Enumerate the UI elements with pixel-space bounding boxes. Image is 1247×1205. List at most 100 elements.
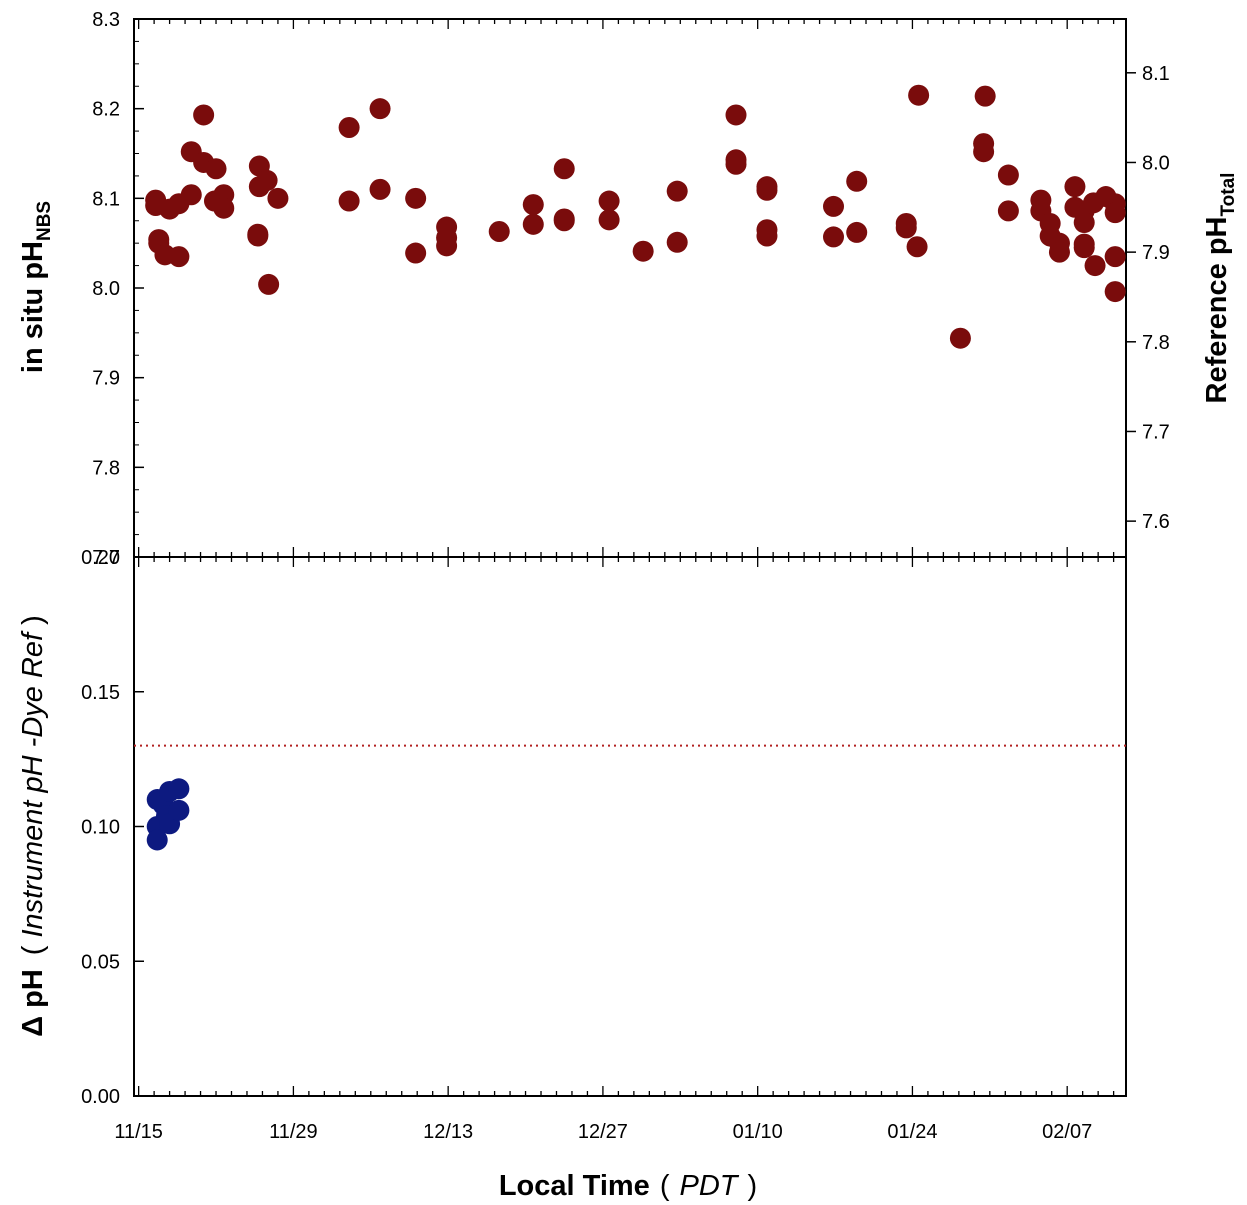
x-axis-title-inner: PDT xyxy=(679,1170,739,1202)
top-y-tick-label: 8.3 xyxy=(92,9,120,31)
x-tick-label: 01/10 xyxy=(733,1121,783,1143)
top-data-point xyxy=(258,273,280,295)
top-data-point xyxy=(598,209,620,231)
bottom-data-point xyxy=(146,829,168,851)
top-data-point xyxy=(193,104,215,126)
top-data-point xyxy=(949,327,971,349)
top-data-point xyxy=(666,180,688,202)
top-data-point xyxy=(598,190,620,212)
x-axis-title: Local Time ( PDT) xyxy=(499,1170,757,1202)
top-y-tick-label: 8.0 xyxy=(92,278,120,300)
axis-ticks xyxy=(134,18,1136,1097)
top-data-point xyxy=(823,195,845,217)
top-data-point xyxy=(369,98,391,120)
top-data-point xyxy=(908,84,930,106)
right-y-axis-title-main: Reference pH xyxy=(1201,217,1233,404)
x-axis-title-open: ( xyxy=(660,1170,670,1202)
top-data-point xyxy=(632,240,654,262)
top-data-point xyxy=(180,184,202,206)
top-data-point xyxy=(973,141,995,163)
data-points xyxy=(145,84,1126,851)
right-y-tick-label: 7.7 xyxy=(1142,421,1170,443)
top-data-point xyxy=(1048,241,1070,263)
top-data-point xyxy=(405,187,427,209)
top-data-point xyxy=(666,231,688,253)
top-data-point xyxy=(906,236,928,258)
top-data-point xyxy=(823,226,845,248)
x-axis-title-close: ) xyxy=(747,1170,757,1202)
x-tick-label: 01/24 xyxy=(887,1121,937,1143)
top-data-point xyxy=(1073,212,1095,234)
tick-labels: 8.3 8.2 8.1 8.0 7.9 7.8 7.7 8.1 8.0 7.9 7.8 7.7 7.6 0… xyxy=(81,9,1170,1143)
top-data-point xyxy=(338,190,360,212)
top-data-point xyxy=(369,178,391,200)
top-data-point xyxy=(553,158,575,180)
top-data-point xyxy=(205,158,227,180)
top-y-tick-label: 7.9 xyxy=(92,368,120,390)
top-data-point xyxy=(213,197,235,219)
right-y-tick-label: 7.8 xyxy=(1142,332,1170,354)
bottom-y-axis-title-inner: Instrument pH -Dye Ref xyxy=(17,630,49,938)
plot-frames xyxy=(133,18,1127,1097)
top-data-point xyxy=(436,235,458,257)
top-data-point xyxy=(1084,255,1106,277)
x-tick-label: 12/13 xyxy=(423,1121,473,1143)
top-data-point xyxy=(756,225,778,247)
x-tick-label: 11/29 xyxy=(269,1121,318,1143)
right-y-tick-label: 7.6 xyxy=(1142,511,1170,533)
x-tick-label: 02/07 xyxy=(1042,1121,1092,1143)
top-y-tick-label: 7.8 xyxy=(92,457,120,479)
bottom-y-axis-title-close: ) xyxy=(17,615,49,625)
x-tick-label: 11/15 xyxy=(114,1121,163,1143)
top-data-point xyxy=(267,187,289,209)
top-data-point xyxy=(522,213,544,235)
top-data-point xyxy=(338,116,360,138)
top-data-point xyxy=(247,225,269,247)
top-data-point xyxy=(725,153,747,175)
top-data-point xyxy=(1073,237,1095,259)
bottom-y-axis-title: Δ pH ( Instrument pH -Dye Ref) xyxy=(17,615,49,1037)
bottom-y-tick-label: 0.10 xyxy=(81,817,120,839)
top-y-tick-label: 8.1 xyxy=(92,188,120,210)
top-data-point xyxy=(256,169,278,191)
top-data-point xyxy=(846,221,868,243)
top-data-point xyxy=(1104,281,1126,303)
top-data-point xyxy=(168,246,190,268)
top-data-point xyxy=(522,194,544,216)
top-data-point xyxy=(1104,202,1126,224)
top-y-axis-title-main: in situ pH xyxy=(17,241,49,373)
top-data-point xyxy=(895,217,917,239)
top-data-point xyxy=(725,104,747,126)
right-y-tick-label: 7.9 xyxy=(1142,242,1170,264)
top-y-axis-title-sub: NBS xyxy=(34,201,55,241)
top-y-tick-label: 8.2 xyxy=(92,99,120,121)
top-data-point xyxy=(974,85,996,107)
bottom-y-tick-label: 0.15 xyxy=(81,682,120,704)
top-data-point xyxy=(997,164,1019,186)
top-y-axis-title: in situ pHNBS xyxy=(17,201,55,373)
top-data-point xyxy=(553,210,575,232)
bottom-y-tick-label: 0.00 xyxy=(81,1086,120,1108)
right-y-axis-title-sub: Total xyxy=(1218,173,1239,217)
bottom-data-point xyxy=(168,778,190,800)
top-data-point xyxy=(997,200,1019,222)
x-tick-label: 12/27 xyxy=(578,1121,628,1143)
bottom-y-axis-title-open: ( xyxy=(17,945,49,955)
top-data-point xyxy=(1104,246,1126,268)
bottom-plot-frame xyxy=(133,556,1127,1097)
bottom-y-axis-title-main: Δ pH xyxy=(17,969,49,1037)
top-data-point xyxy=(1064,176,1086,198)
top-data-point xyxy=(405,242,427,264)
right-y-tick-label: 8.1 xyxy=(1142,63,1170,85)
top-y-tick-label: 7.7 xyxy=(92,547,120,569)
bottom-y-tick-label: 0.20 xyxy=(81,547,120,569)
top-data-point xyxy=(846,170,868,192)
right-y-tick-label: 8.0 xyxy=(1142,152,1170,174)
bottom-data-point xyxy=(168,799,190,821)
top-data-point xyxy=(488,221,510,243)
right-y-axis-title: Reference pHTotal xyxy=(1201,173,1239,404)
bottom-y-tick-label: 0.05 xyxy=(81,951,120,973)
top-data-point xyxy=(756,179,778,201)
x-axis-title-main: Local Time xyxy=(499,1170,650,1202)
